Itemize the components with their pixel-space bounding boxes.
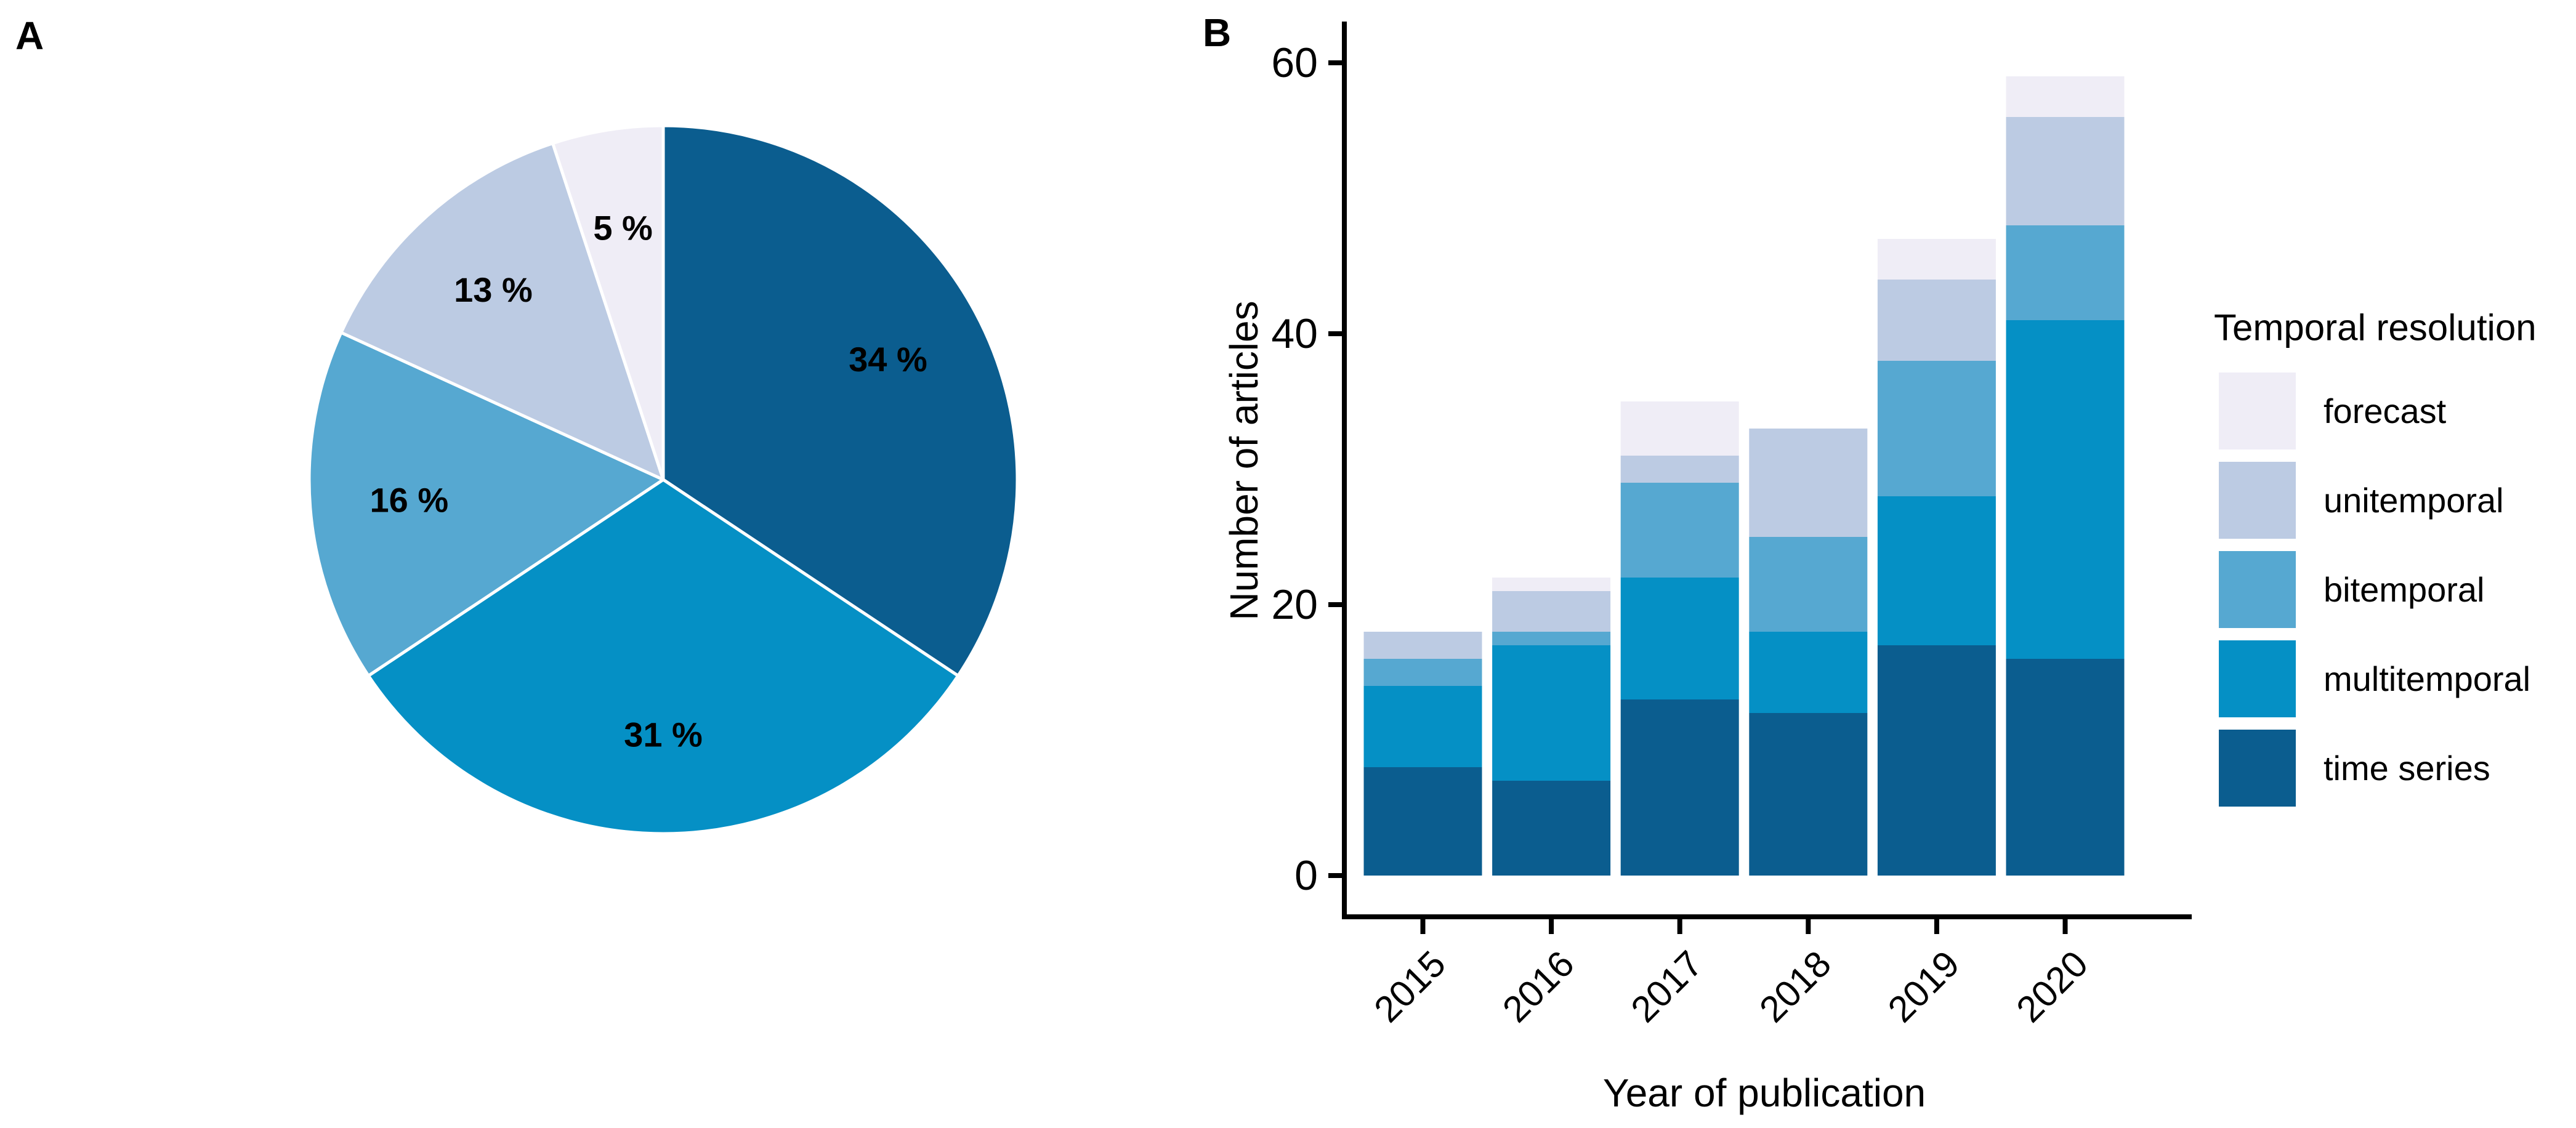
bar-segment-time-series-2016 [1492,781,1611,876]
legend: forecast unitemporal bitemporal multitempor… [2219,373,2530,807]
bar-segment-bitemporal-2015 [1363,659,1482,686]
legend-label-bitemporal: bitemporal [2324,570,2484,609]
y-tick [1328,873,1342,878]
legend-label-time-series: time series [2324,749,2490,788]
bar-segment-multitemporal-2015 [1363,686,1482,767]
y-tick-label-20: 20 [1271,581,1318,628]
x-tick [1677,919,1682,934]
y-axis-title: Number of articles [1222,300,1266,620]
bar-segment-forecast-2020 [2006,76,2125,117]
x-tick [1934,919,1939,934]
x-tick-label-2020: 2020 [2008,943,2096,1030]
bar-segment-unitemporal-2019 [1877,280,1996,361]
bar-segment-multitemporal-2019 [1877,496,1996,645]
bar-segment-bitemporal-2016 [1492,632,1611,645]
y-tick-label-60: 60 [1271,39,1318,86]
y-tick-label-0: 0 [1294,852,1318,899]
bar-segment-time-series-2019 [1877,645,1996,876]
legend-swatch-forecast [2219,373,2296,449]
pie-slice-forecast [551,124,665,481]
bar-segment-unitemporal-2018 [1749,429,1868,537]
bar-segment-time-series-2017 [1620,699,1739,876]
x-tick [1420,919,1426,934]
x-tick [1549,919,1554,934]
bar-segment-multitemporal-2017 [1620,578,1739,699]
x-tick-label-2015: 2015 [1366,943,1453,1030]
y-tick [1328,602,1342,607]
bar-segment-unitemporal-2016 [1492,591,1611,632]
pie-slice-label-unitemporal: 13 % [454,270,533,309]
x-tick-label-2017: 2017 [1623,943,1711,1030]
legend-swatch-unitemporal [2219,462,2296,539]
panel-a-label: A [15,14,44,58]
bar-segment-unitemporal-2017 [1620,456,1739,483]
legend-label-multitemporal: multitemporal [2324,659,2530,698]
bar-segment-forecast-2016 [1492,578,1611,591]
legend-swatch-time-series [2219,730,2296,807]
bar-segment-time-series-2020 [2006,659,2125,876]
pie-chart: 34 % 31 % 16 % 13 % 5 % [307,124,1019,836]
bar-segment-forecast-2019 [1877,239,1996,280]
bar-segment-multitemporal-2018 [1749,632,1868,713]
pie-slice-unitemporal [339,142,665,481]
y-tick-label-40: 40 [1271,310,1318,357]
bar-segment-time-series-2015 [1363,767,1482,876]
stacked-bar-chart: 0 20 40 60 2015 2016 2017 2018 2019 2020 [1271,22,2192,1030]
pie-slice-label-time-series: 34 % [849,340,927,379]
bar-segment-bitemporal-2018 [1749,537,1868,632]
x-tick [2062,919,2068,934]
x-axis-title: Year of publication [1603,1071,1926,1115]
pie-slice-label-bitemporal: 16 % [369,480,448,519]
pie-slice-multitemporal [366,478,960,836]
y-axis-line [1342,22,1347,919]
bar-segment-multitemporal-2016 [1492,645,1611,781]
legend-label-forecast: forecast [2324,392,2447,430]
legend-label-unitemporal: unitemporal [2324,481,2504,520]
bar-segment-bitemporal-2017 [1620,483,1739,578]
bar-segment-unitemporal-2015 [1363,632,1482,659]
panel-b-label: B [1203,10,1231,55]
legend-title: Temporal resolution [2214,307,2537,348]
pie-slice-label-multitemporal: 31 % [624,715,703,754]
bar-segment-bitemporal-2020 [2006,225,2125,320]
legend-swatch-multitemporal [2219,640,2296,717]
x-axis-line [1342,914,2192,919]
x-tick-label-2018: 2018 [1751,943,1839,1030]
y-tick [1328,331,1342,336]
bar-segment-multitemporal-2020 [2006,320,2125,659]
x-tick-label-2016: 2016 [1495,943,1582,1030]
pie-slice-bitemporal [307,331,665,677]
bar-segment-bitemporal-2019 [1877,361,1996,496]
bar-segment-time-series-2018 [1749,713,1868,876]
y-tick [1328,60,1342,65]
x-tick [1806,919,1811,934]
bar-segment-forecast-2017 [1620,401,1739,456]
x-tick-label-2019: 2019 [1880,943,1968,1030]
legend-swatch-bitemporal [2219,551,2296,628]
pie-slice-label-forecast: 5 % [593,209,653,248]
bar-segment-unitemporal-2020 [2006,117,2125,225]
